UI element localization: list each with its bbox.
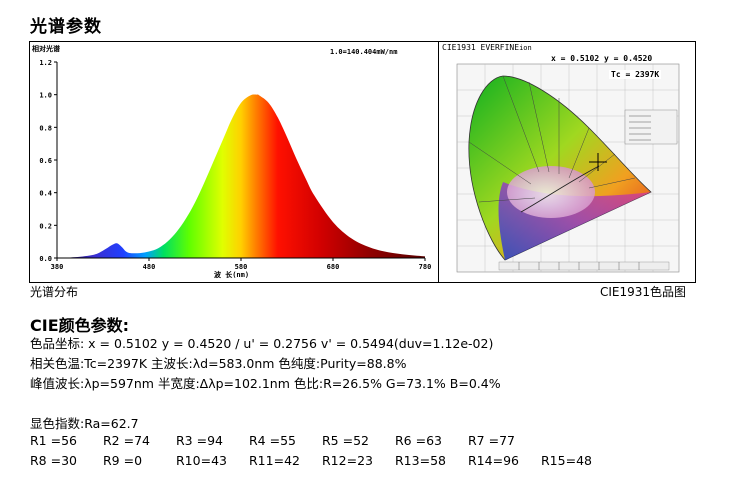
cie-coordinates: x = 0.5102 y = 0.4520 <box>549 54 655 63</box>
spectrum-caption: 光谱分布 <box>30 285 79 299</box>
cri-value: R2 =74 <box>103 433 150 448</box>
cie-parameters-heading: CIE颜色参数: <box>30 316 130 335</box>
cri-value: R14=96 <box>468 453 519 468</box>
x-tick-label: 780 <box>419 263 432 271</box>
cri-value: R3 =94 <box>176 433 223 448</box>
color-rendering-index: 显色指数:Ra=62.7 <box>30 416 139 431</box>
cri-value: R8 =30 <box>30 453 77 468</box>
spectrum-chart-panel: 1.2 1.0 0.8 0.6 0.4 0.2 0.0 380 480 580 680 780 相对光… <box>29 41 439 283</box>
y-tick-label: 0.2 <box>39 222 52 230</box>
cri-value: R15=48 <box>541 453 592 468</box>
y-tick-label: 0.4 <box>39 190 52 198</box>
x-tick-label: 580 <box>235 263 248 271</box>
chromaticity-point-marker <box>589 153 607 171</box>
cri-value: R11=42 <box>249 453 300 468</box>
spectrum-area <box>57 94 425 258</box>
cri-value: R10=43 <box>176 453 227 468</box>
cri-value: R7 =77 <box>468 433 515 448</box>
cie-color-temperature: Tc = 2397K <box>609 70 662 79</box>
x-tick-label: 680 <box>327 263 340 271</box>
cie-temperature-scale <box>498 261 670 271</box>
section-title: 光谱参数 <box>30 17 102 37</box>
spectrum-y-axis-label: 相对光谱 <box>32 45 60 53</box>
peak-wavelength-line: 峰值波长:λp=597nm 半宽度:Δλp=102.1nm 色比:R=26.5%… <box>30 376 501 391</box>
cie-diagram-panel: CIE1931 EVERFINEion x = 0.5102 y = 0.452… <box>438 41 696 283</box>
spectrum-x-axis-label: 波 长(nm) <box>214 271 250 279</box>
cie-title: CIE1931 EVERFINEion <box>442 43 532 52</box>
cri-value: R4 =55 <box>249 433 296 448</box>
y-tick-label: 0.0 <box>39 255 52 263</box>
x-tick-label: 480 <box>143 263 156 271</box>
y-tick-label: 0.8 <box>39 124 52 132</box>
cri-value: R1 =56 <box>30 433 77 448</box>
y-tick-label: 0.6 <box>39 157 52 165</box>
cri-value: R12=23 <box>322 453 373 468</box>
x-tick-label: 380 <box>51 263 64 271</box>
cri-value: R9 =0 <box>103 453 143 468</box>
cri-value: R6 =63 <box>395 433 442 448</box>
chromaticity-coordinates-line: 色品坐标: x = 0.5102 y = 0.4520 / u' = 0.275… <box>30 336 494 351</box>
cie-caption: CIE1931色品图 <box>600 285 687 299</box>
planckian-locus <box>520 165 600 213</box>
color-temperature-line: 相关色温:Tc=2397K 主波长:λd=583.0nm 色纯度:Purity=… <box>30 356 407 371</box>
cie-diagram <box>456 63 680 273</box>
spectrum-annotation: 1.0=140.404mW/nm <box>330 48 398 56</box>
cie-legend-box <box>624 109 678 145</box>
y-tick-label: 1.2 <box>39 59 52 67</box>
cri-value: R13=58 <box>395 453 446 468</box>
y-tick-label: 1.0 <box>39 92 52 100</box>
cie-white-region <box>507 166 595 218</box>
cri-value: R5 =52 <box>322 433 369 448</box>
